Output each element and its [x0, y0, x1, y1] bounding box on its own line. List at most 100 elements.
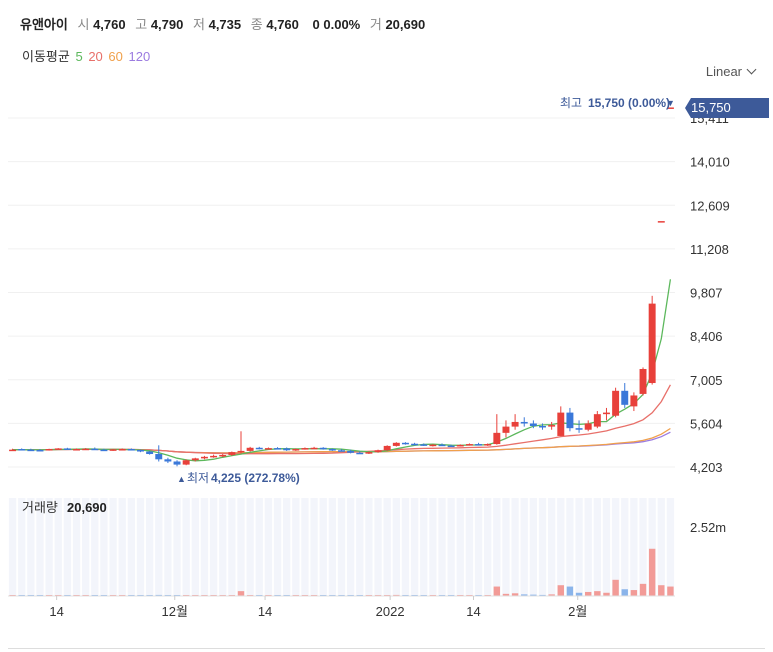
candle-body [584, 423, 592, 430]
ma20-legend: 20 [88, 49, 103, 64]
volume-column-bg [666, 498, 675, 596]
volume-bar [393, 594, 400, 596]
candle-body [456, 444, 464, 447]
volume-bar [521, 594, 528, 596]
candle-body [612, 390, 620, 416]
candle-body [264, 448, 272, 450]
candle-body [603, 412, 610, 415]
y-axis-ticks: 15,41114,01012,60911,2089,8078,4067,0055… [690, 111, 730, 475]
y-tick-label: 14,010 [690, 155, 730, 170]
x-tick-label: 14 [49, 604, 63, 619]
volume-panel-label: 거래량 [22, 500, 58, 515]
ma120-legend: 120 [128, 49, 151, 64]
y-tick-label: 4,203 [690, 460, 723, 475]
stock-name: 유앤아이 [20, 17, 68, 32]
candle-body [383, 445, 391, 451]
candle-body [639, 369, 647, 394]
bottom-divider [8, 648, 765, 649]
candle-body [529, 423, 537, 426]
ma-label: 이동평균 [22, 49, 70, 64]
volume-column-bg [584, 498, 592, 596]
volume-bar [539, 594, 546, 596]
low-annotation-value: 4,225 (272.78%) [211, 471, 300, 485]
open-label: 시 [77, 17, 90, 32]
candles [9, 107, 674, 467]
volume-column-bg [365, 498, 373, 596]
volume-column-bg [273, 498, 282, 596]
volume-bar [648, 548, 656, 596]
volume-column-bg [237, 498, 245, 596]
candle-body [666, 107, 674, 109]
candle-body [210, 455, 218, 458]
volume-bar [594, 591, 601, 596]
volume-column-bg [429, 498, 437, 596]
volume-bar [155, 594, 162, 596]
volume-column-bg [228, 498, 236, 596]
current-price-tag: 15,750 [685, 98, 769, 118]
candle-body [493, 432, 501, 445]
low-annotation-label: 최저 [187, 471, 209, 485]
candle-body [447, 445, 455, 448]
candle-body [520, 421, 528, 424]
y-tick-label: 9,807 [690, 286, 723, 301]
quote-header: 유앤아이 시 4,760 고 4,790 저 4,735 종 4,760 0 0… [20, 14, 425, 33]
candle-body [657, 221, 665, 223]
candle-body [164, 459, 172, 462]
y-tick-label: 5,604 [690, 416, 723, 431]
volume-column-bg [145, 498, 154, 596]
candle-body [374, 450, 382, 453]
volume-column-bg [337, 498, 346, 596]
grid [8, 117, 675, 468]
candle-body [91, 448, 99, 451]
candle-body [146, 451, 154, 455]
high-annotation-label: 최고 [560, 96, 582, 110]
volume-column-bg [72, 498, 81, 596]
close-value: 4,760 [266, 17, 299, 32]
scale-selector[interactable]: Linear [706, 64, 757, 79]
volume-column-bg [547, 498, 556, 596]
volume-column-bg [45, 498, 53, 596]
volume-bar [639, 583, 647, 596]
candle-body [54, 448, 62, 450]
ma60-legend: 60 [108, 49, 123, 64]
open-value: 4,760 [93, 17, 126, 32]
volume-column-bg [529, 498, 538, 596]
volume-column-bg [191, 498, 199, 596]
candle-body [173, 461, 181, 465]
candle-body [365, 452, 373, 454]
candle-body [511, 421, 519, 427]
volume-column-bg [392, 498, 400, 596]
volume-bar [603, 592, 610, 596]
volume-bar [502, 593, 510, 596]
volume-column-bg [557, 498, 565, 596]
volume-bar [667, 586, 674, 596]
candle-body [566, 412, 574, 429]
volume-column-bg [593, 498, 601, 596]
x-tick-label: 2월 [568, 604, 587, 619]
volume-column-bg [602, 498, 611, 596]
volume-column-bg [8, 498, 17, 596]
volume-column-bg [520, 498, 528, 596]
x-tick-label: 2022 [376, 604, 405, 619]
candle-body [118, 449, 126, 451]
candle-body [557, 412, 565, 436]
volume-column-bg [18, 498, 26, 596]
volume-column-bg [127, 498, 136, 596]
volume-column-bg [118, 498, 126, 596]
candle-body [411, 443, 419, 446]
volume-value-header: 20,690 [385, 17, 426, 32]
candle-body [200, 456, 208, 459]
x-axis-ticks: 14 12월 14 2022 14 2월 [49, 596, 587, 619]
volume-bar [566, 586, 574, 596]
volume-column-bg [36, 498, 44, 596]
candle-body [246, 447, 254, 451]
volume-column-bg [621, 498, 629, 596]
candle-body [429, 444, 437, 447]
close-label: 종 [250, 17, 263, 32]
volume-label-header: 거 [369, 17, 382, 32]
high-label: 고 [135, 17, 148, 32]
candle-body [27, 449, 35, 452]
volume-column-bg [410, 498, 419, 596]
volume-column-bg [109, 498, 117, 596]
